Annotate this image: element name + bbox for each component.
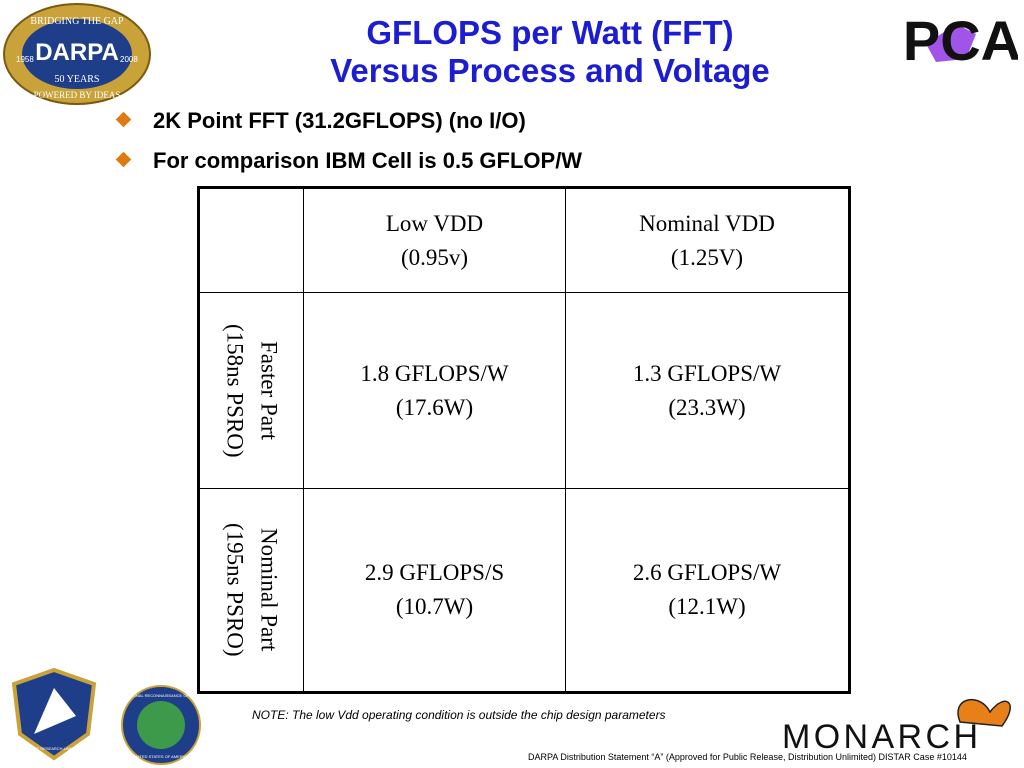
row-header: Faster Part (158ns PSRO) [198, 292, 304, 489]
cell: 2.6 GFLOPS/W (12.1W) [565, 488, 850, 693]
row-header-text: Faster Part [256, 340, 282, 440]
title-line: Versus Process and Voltage [330, 52, 770, 89]
logo-text: AIR FORCE RESEARCH LABORATORY [17, 746, 90, 751]
logo-text: DARPA [35, 39, 119, 66]
table: Low VDD (0.95v) Nominal VDD (1.25V) Faster… [197, 186, 851, 694]
header-text: Nominal VDD [639, 210, 775, 236]
logo-text: BRIDGING THE GAP [30, 16, 124, 27]
cell-text: 2.9 GFLOPS/S [364, 560, 505, 585]
column-header: Low VDD (0.95v) [303, 187, 566, 293]
cell-text: 2.6 GFLOPS/W [632, 560, 782, 585]
logo-text: UNITED STATES OF AMERICA [133, 754, 190, 759]
bullet: For comparison IBM Cell is 0.5 GFLOP/W [112, 148, 582, 174]
row-header-text: (158ns PSRO) [222, 323, 248, 458]
logo-text: POWERED BY IDEAS [34, 90, 121, 100]
logo-text: PCA [906, 9, 1018, 68]
header-text: (1.25V) [670, 244, 744, 270]
cell: 1.3 GFLOPS/W (23.3W) [565, 292, 850, 489]
logo-text: NATIONAL RECONNAISSANCE OFFICE [124, 693, 198, 698]
cell-text: (10.7W) [395, 594, 474, 619]
cell-text: 1.8 GFLOPS/W [360, 360, 509, 386]
cell: 2.9 GFLOPS/S (10.7W) [303, 488, 566, 693]
logo-text: MONARCH [782, 718, 978, 752]
cell-text: (12.1W) [668, 594, 746, 619]
row-header-text: Nominal Part [256, 528, 282, 652]
cell-text: (17.6W) [395, 394, 474, 420]
column-header: Nominal VDD (1.25V) [565, 187, 850, 293]
title-line: GFLOPS per Watt (FFT) [366, 14, 734, 51]
footer: DARPA Distribution Statement “A” (Approv… [528, 752, 967, 762]
cell: 1.8 GFLOPS/W (17.6W) [303, 292, 566, 489]
logo-text: 2008 [120, 55, 138, 64]
pca-logo: PCA [906, 9, 1018, 68]
cell-text: 1.3 GFLOPS/W [632, 360, 782, 386]
header-text: (0.95v) [400, 244, 469, 270]
monarch-logo: MONARCH [782, 698, 1011, 752]
row-header-text: (195ns PSRO) [222, 523, 248, 657]
afrl-logo: AIR FORCE RESEARCH LABORATORY [11, 667, 97, 761]
logo-text: 50 YEARS [55, 74, 100, 85]
nro-logo: NATIONAL RECONNAISSANCE OFFICE UNITED ST… [121, 685, 201, 765]
bullet-text: For comparison IBM Cell is 0.5 GFLOP/W [153, 148, 583, 173]
note: NOTE: The low Vdd operating condition is… [252, 708, 666, 722]
darpa-logo: BRIDGING THE GAP DARPA 1958 2008 50 YEAR… [3, 3, 151, 105]
row-header: Nominal Part (195ns PSRO) [198, 488, 304, 693]
logo-text: 1958 [16, 55, 34, 64]
header-text: Low VDD [385, 210, 484, 236]
bullet-text: 2K Point FFT (31.2GFLOPS) (no I/O) [153, 108, 526, 133]
cell-text: (23.3W) [668, 394, 746, 420]
title: GFLOPS per Watt (FFT) Versus Process and… [200, 14, 900, 90]
bullet: 2K Point FFT (31.2GFLOPS) (no I/O) [112, 108, 526, 134]
corner-cell [198, 187, 304, 293]
